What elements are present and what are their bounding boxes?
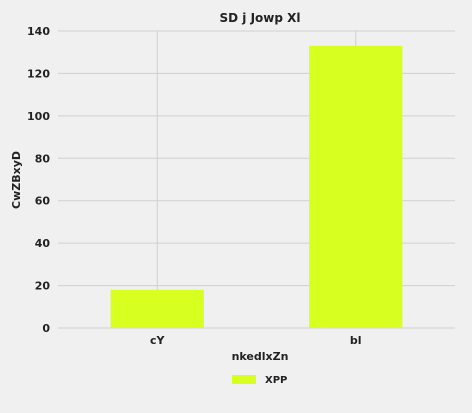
x-tick-label-1: bl	[350, 334, 362, 347]
y-tick-label-0: 0	[42, 322, 50, 335]
x-axis-label: nkedlxZn	[232, 350, 289, 363]
y-tick-label-7: 140	[27, 25, 50, 38]
bars-layer	[110, 45, 403, 328]
x-tick-label-0: cY	[150, 334, 166, 347]
bar-bl	[309, 45, 403, 328]
y-tick-label-6: 120	[27, 67, 50, 80]
y-axis-label: CwZBxyD	[10, 151, 23, 209]
legend: XPP	[232, 375, 287, 386]
y-tick-label-1: 20	[35, 280, 51, 293]
bar-cY	[110, 289, 204, 328]
y-tick-label-4: 80	[35, 152, 51, 165]
y-tick-label-2: 40	[35, 237, 51, 250]
legend-label: XPP	[265, 375, 287, 386]
y-ticks-layer: 0 20 40 60 80 100 120 140	[27, 25, 50, 335]
legend-swatch	[232, 375, 256, 384]
y-tick-label-3: 60	[35, 195, 51, 208]
chart-title: SD j Jowp Xl	[220, 11, 301, 25]
y-tick-label-5: 100	[27, 110, 50, 123]
x-ticks-layer: cY bl	[150, 334, 362, 347]
